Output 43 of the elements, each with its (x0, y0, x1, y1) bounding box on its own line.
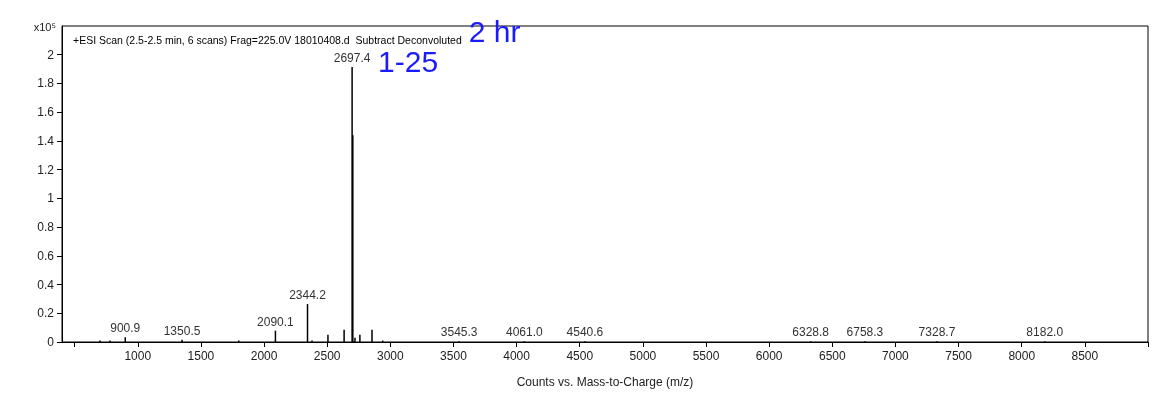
y-tick-label: 0.4 (37, 277, 55, 292)
y-tick-label: 1.4 (37, 133, 55, 148)
y-tick-label: 1 (47, 191, 55, 206)
annotation: 900.9 (110, 321, 141, 336)
x-tick-label: 2000 (250, 349, 278, 363)
x-tick-label: 1500 (187, 349, 215, 363)
y-tick-label: 1.6 (37, 105, 55, 120)
annotation: 6328.8 (792, 325, 830, 340)
annotation: 2090.1 (257, 314, 295, 329)
x-tick-label: 7000 (882, 349, 910, 363)
annotation: 6758.3 (846, 325, 884, 340)
x-tick-label: 8000 (1008, 349, 1036, 363)
x-tick-label: 1000 (124, 349, 152, 363)
x-tick-label: 3000 (376, 349, 404, 363)
annotation: 3545.3 (440, 325, 478, 340)
text: +ESI Scan (2.5-2.5 min, 6 scans) Frag=225.0V 18010408.d Subtract Deconvoluted (73, 33, 462, 46)
annotation: 1-25 (378, 45, 439, 79)
x-tick-label: 4500 (566, 349, 594, 363)
annotation: 2344.2 (289, 288, 327, 303)
annotation: 1350.5 (163, 323, 201, 338)
y-tick-label: 1.8 (37, 76, 55, 91)
annotation: 7328.7 (918, 325, 956, 340)
y-tick-label: 0 (47, 335, 55, 349)
annotation: 4540.6 (566, 325, 604, 340)
x-tick-label: 2500 (313, 349, 341, 363)
annotation: 4061.0 (505, 325, 543, 340)
y-tick-label: 2 (47, 47, 55, 62)
y-tick-label: 0.6 (37, 248, 55, 263)
x-tick-label: 6500 (818, 349, 846, 363)
x-tick-label: 7500 (945, 349, 973, 363)
y-axis-title: x10⁵ (33, 20, 56, 33)
x-tick-label: 8500 (1071, 349, 1099, 363)
y-tick-label: 1.2 (37, 162, 55, 177)
annotation: 8182.0 (1026, 325, 1064, 340)
y-tick-label: 0.2 (37, 306, 55, 321)
x-tick-label: 5500 (692, 349, 720, 363)
x-axis-title: Counts vs. Mass-to-Charge (m/z) (516, 375, 694, 389)
x-tick-label: 4000 (503, 349, 531, 363)
y-tick-label: 0.8 (37, 220, 55, 235)
x-tick-label: 3500 (440, 349, 468, 363)
annotation: 2697.4 (333, 50, 371, 65)
x-tick-label: 5000 (629, 349, 657, 363)
x-tick-label: 6000 (755, 349, 783, 363)
